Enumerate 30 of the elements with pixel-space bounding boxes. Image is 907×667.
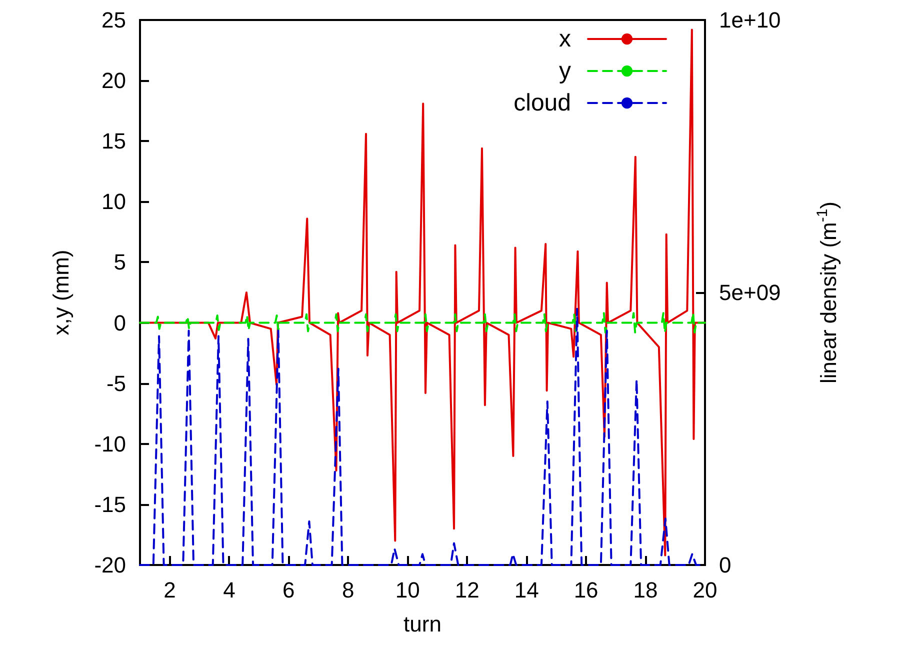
y2-tick-label: 1e+10 xyxy=(719,8,781,32)
y-tick-label: 20 xyxy=(102,68,126,94)
legend-label: x xyxy=(559,26,571,52)
x-tick-label: 10 xyxy=(395,578,420,602)
y-tick-label: 5 xyxy=(114,250,126,275)
x-tick-label: 14 xyxy=(514,578,539,602)
y-tick-label: -15 xyxy=(94,492,126,517)
x-tick-label: 8 xyxy=(342,578,354,602)
y-tick-label: 25 xyxy=(102,8,126,32)
x-axis-title: turn xyxy=(404,612,442,636)
x-tick-label: 4 xyxy=(223,578,236,602)
y2-axis-title: linear density (m-1) xyxy=(814,201,841,384)
line-series xyxy=(139,312,706,334)
y2-tick-label: 5e+09 xyxy=(719,280,781,305)
x-tick-label: 6 xyxy=(282,578,295,602)
x-tick-label: 12 xyxy=(454,578,480,602)
y-tick-label: -5 xyxy=(106,370,126,396)
y-tick-label: 15 xyxy=(102,128,126,154)
y-tick-label: -20 xyxy=(94,552,126,578)
x-tick-label: 20 xyxy=(692,578,718,602)
y-tick-label: 0 xyxy=(114,310,126,336)
x-tick-label: 16 xyxy=(574,578,598,602)
y-tick-label: 10 xyxy=(102,189,126,214)
y-tick-label: -10 xyxy=(94,431,126,456)
legend-label: cloud xyxy=(514,90,571,116)
x-tick-label: 18 xyxy=(633,578,658,602)
y-axis-title: x,y (mm) xyxy=(48,250,74,336)
legend-label: y xyxy=(559,58,571,84)
x-tick-label: 2 xyxy=(164,578,176,602)
y2-tick-label: 0 xyxy=(719,552,732,578)
